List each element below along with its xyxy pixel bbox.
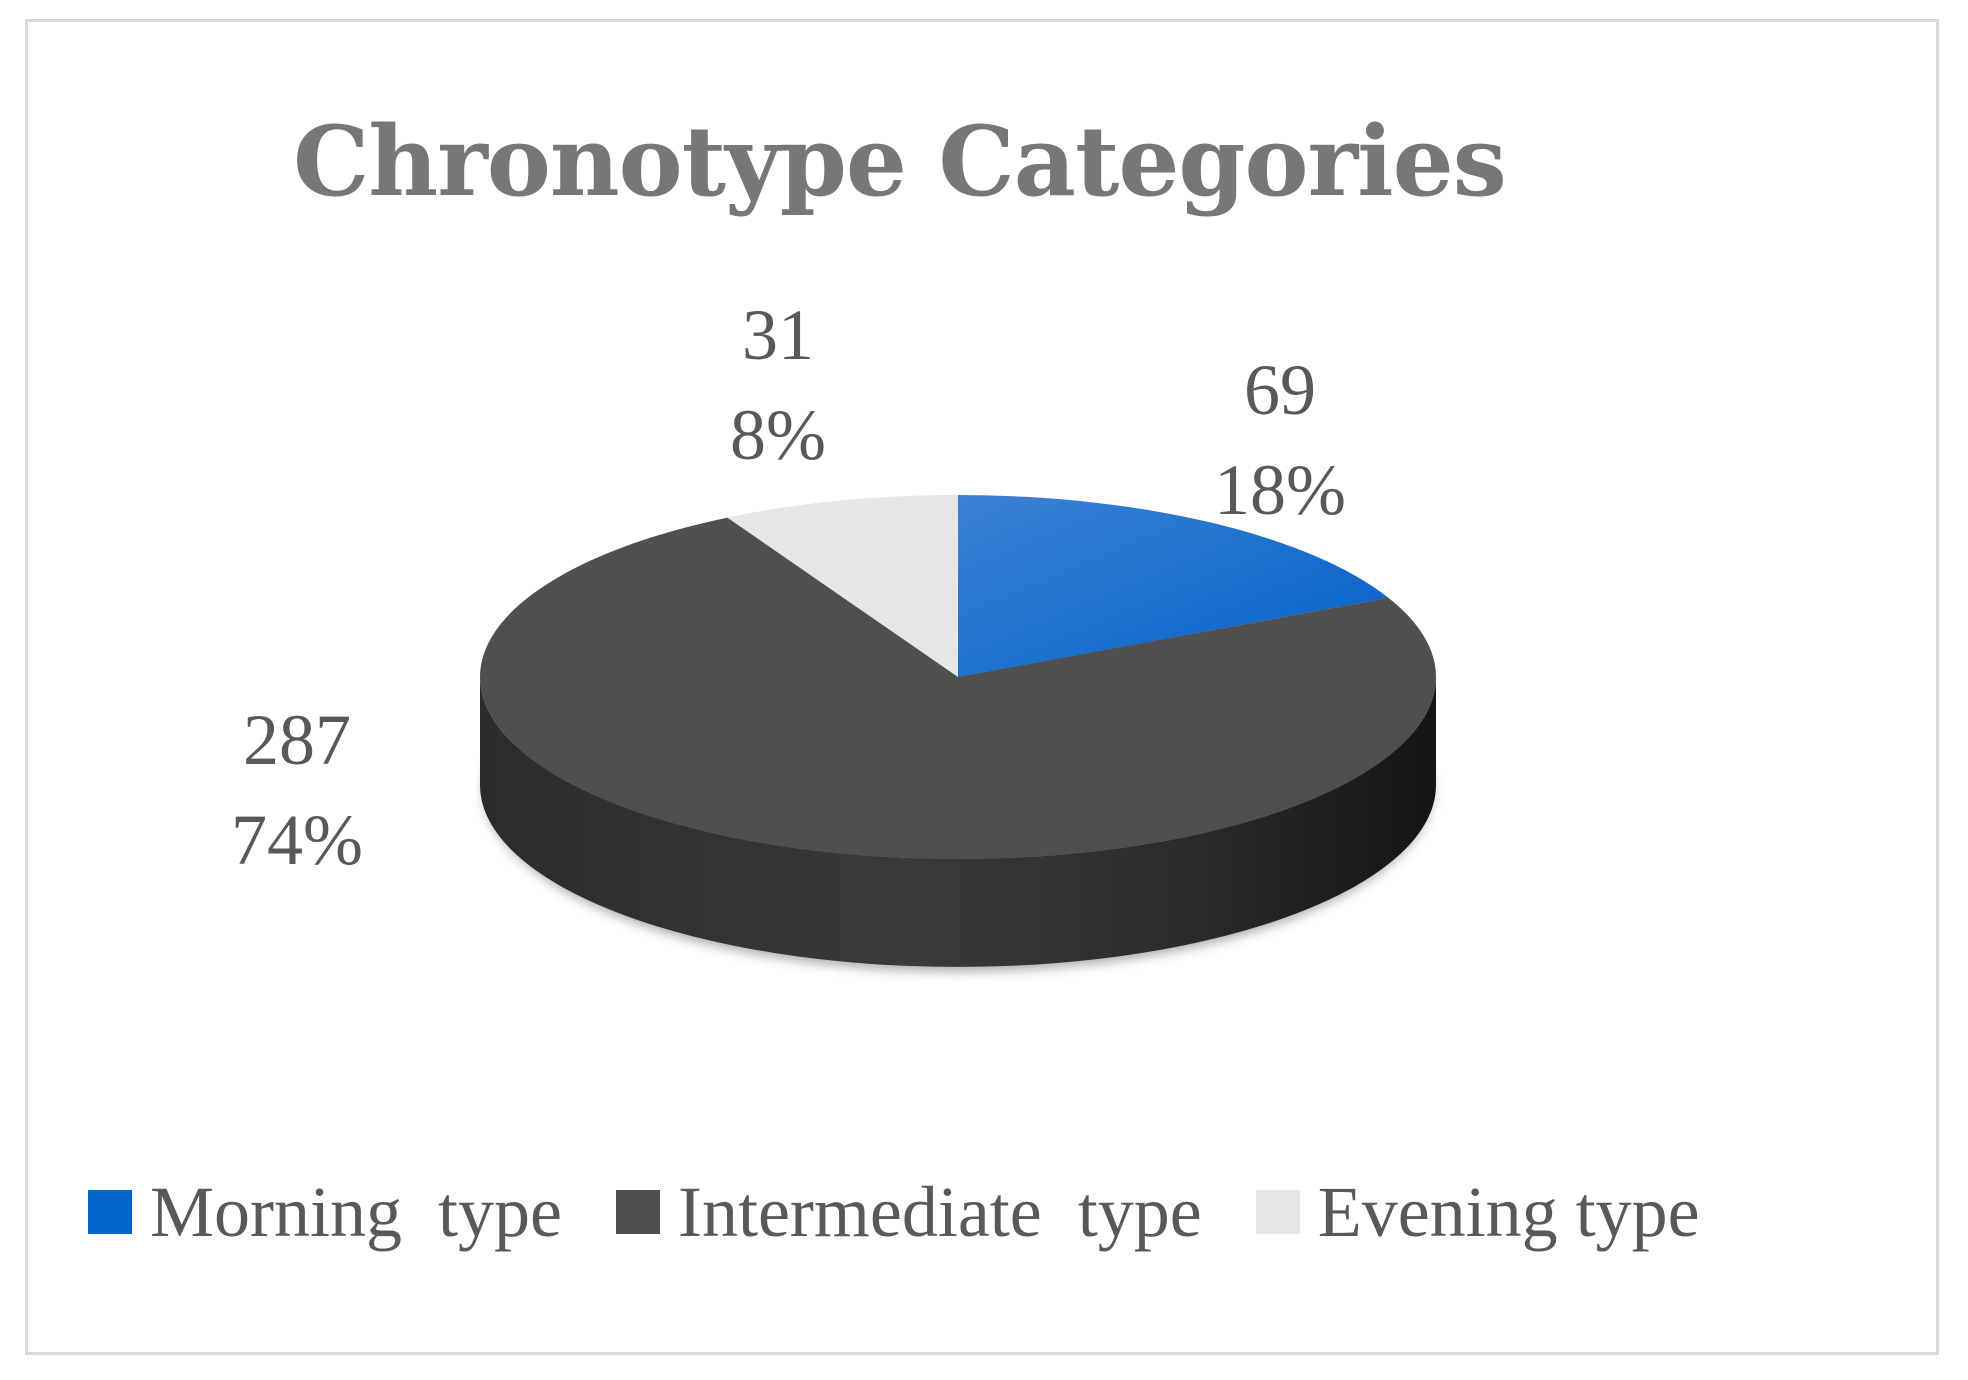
data-label-intermediate: 287 74% (197, 690, 397, 890)
chart-title: Chronotype Categories (293, 105, 1507, 218)
legend-item-evening[interactable]: Evening type (1255, 1171, 1700, 1254)
legend-item-intermediate[interactable]: Intermediate type (615, 1171, 1202, 1254)
pie-slice-morning (958, 495, 1389, 677)
legend: Morning type Intermediate type Evening t… (88, 1162, 1754, 1262)
pie-side-wall (480, 677, 1436, 967)
pie-slice-intermediate (479, 517, 1436, 860)
data-label-evening: 31 8% (678, 285, 878, 485)
legend-swatch-intermediate (615, 1190, 660, 1234)
data-label-morning: 69 18% (1180, 340, 1380, 540)
data-label-morning-percent: 18% (1214, 450, 1346, 530)
data-label-evening-value: 31 (742, 295, 814, 375)
legend-label-evening: Evening type (1317, 1171, 1700, 1252)
legend-label-intermediate: Intermediate type (677, 1171, 1202, 1252)
data-label-intermediate-percent: 74% (231, 800, 363, 880)
data-label-evening-percent: 8% (730, 395, 826, 475)
legend-swatch-morning (88, 1190, 132, 1234)
pie-slice-evening (727, 495, 958, 677)
legend-item-morning[interactable]: Morning type (88, 1171, 562, 1254)
data-label-morning-value: 69 (1244, 350, 1316, 430)
legend-label-morning: Morning type (150, 1171, 562, 1252)
data-label-intermediate-value: 287 (243, 700, 351, 780)
legend-swatch-evening (1255, 1190, 1300, 1234)
